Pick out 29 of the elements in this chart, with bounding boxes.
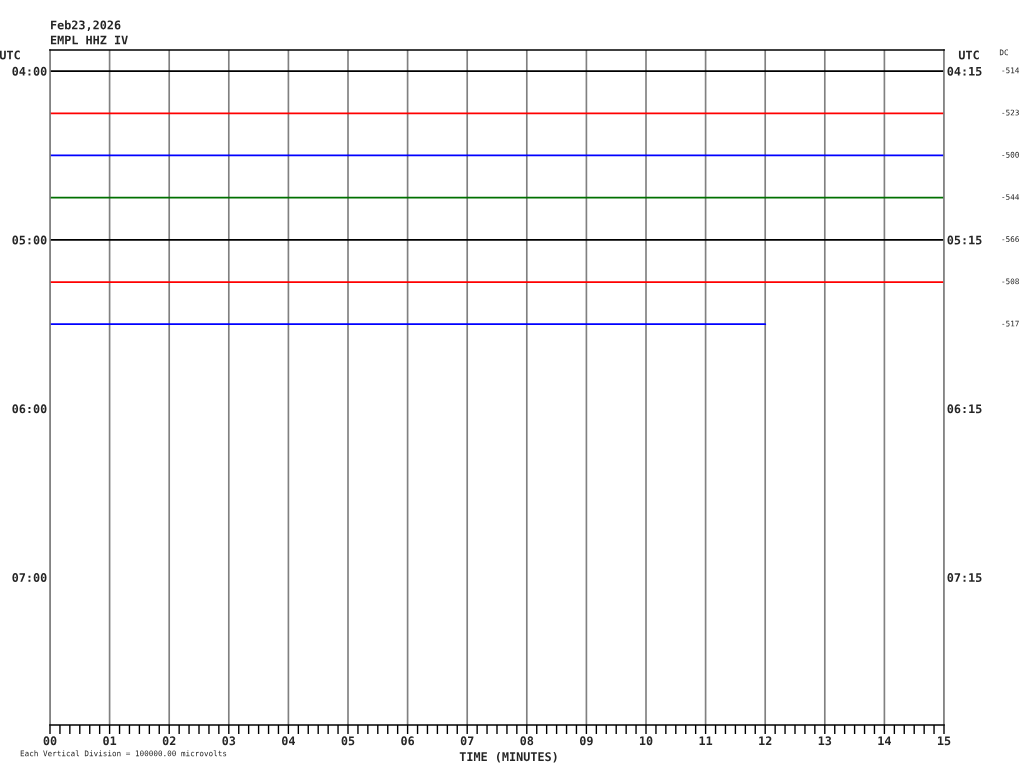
y2-tick-label: 05:15 (947, 235, 982, 245)
y2-tick-label: 07:15 (947, 573, 982, 582)
y-tick-label: 04:00 (12, 66, 47, 76)
x-tick-label: 13 (818, 736, 832, 746)
x-tick-label: 15 (937, 736, 951, 746)
y2-tick-label: 06:15 (947, 404, 982, 414)
x-tick-label: 01 (103, 736, 117, 746)
y2-axis-title: UTC (958, 50, 979, 60)
y-tick-label: 06:00 (12, 404, 47, 414)
x-tick-label: 11 (699, 736, 713, 746)
x-tick-label: 03 (222, 736, 236, 746)
x-tick-label: 04 (282, 736, 295, 746)
x-tick-label: 10 (639, 736, 653, 746)
y-tick-label: 07:00 (12, 573, 47, 582)
x-tick-label: 06 (401, 736, 415, 746)
y-axis-title: UTC (0, 50, 20, 60)
x-tick-label: 14 (878, 736, 891, 746)
chart-title: Feb23,2026 (51, 20, 121, 31)
x-tick-label: 09 (580, 736, 593, 746)
x-tick-label: 00 (43, 736, 57, 746)
x-tick-label: 12 (759, 736, 772, 746)
x-axis-title: TIME (MINUTES) (459, 752, 557, 763)
x-tick-label: 08 (520, 736, 534, 746)
chart-subtitle: EMPL HHZ IV (50, 35, 128, 45)
y2-tick-label: 04:15 (947, 66, 982, 76)
x-tick-label: 07 (460, 736, 474, 746)
y-tick-label: 05:00 (12, 235, 47, 245)
x-tick-label: 05 (341, 736, 355, 746)
x-tick-label: 02 (162, 736, 176, 746)
